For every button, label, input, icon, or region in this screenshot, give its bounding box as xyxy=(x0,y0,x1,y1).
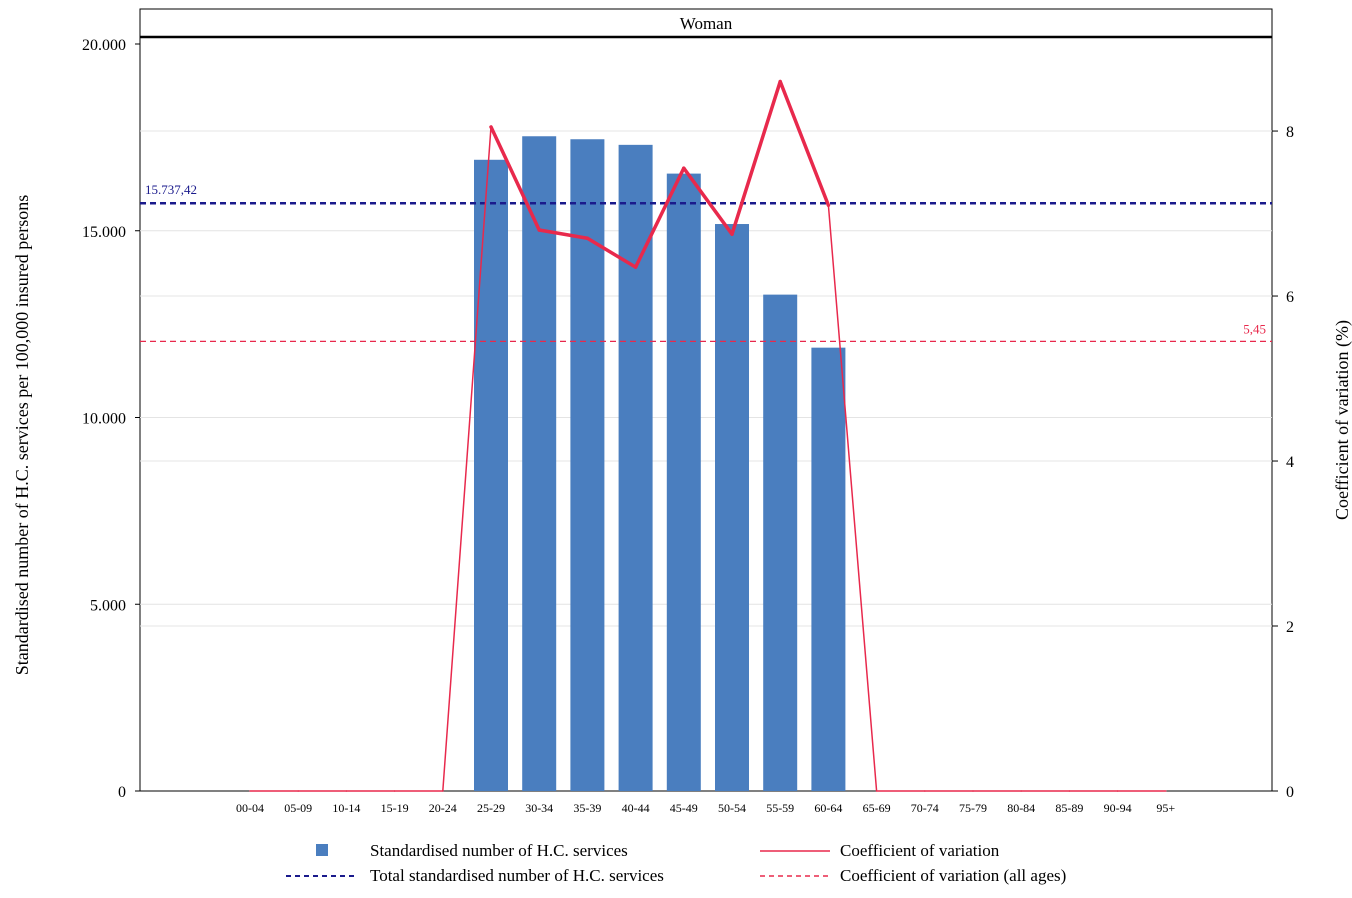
cv-line-segment-55-59 xyxy=(778,79,831,208)
panel-header-box xyxy=(139,8,1273,38)
legend-label-cv: Coefficient of variation xyxy=(840,841,1000,860)
cv-line-segment-50-54 xyxy=(730,79,782,236)
x-tick-label: 25-29 xyxy=(477,801,505,815)
y-tick-label: 15.000 xyxy=(82,224,126,241)
cv-line-segment-60-64 xyxy=(827,204,878,792)
axes: 0 5.000 10.000 15.000 20.000 0 2 4 6 8 00-04 05-09 1… xyxy=(82,37,1294,815)
bar-35-39 xyxy=(570,139,605,791)
x-tick-label: 40-44 xyxy=(622,801,650,815)
x-tick-label: 30-34 xyxy=(525,801,553,815)
x-tick-label: 00-04 xyxy=(236,801,264,815)
x-tick-label: 95+ xyxy=(1156,801,1175,815)
bar-25-29 xyxy=(474,159,508,791)
cv-line-segment-20-24 xyxy=(442,126,492,792)
cv-line-segment-35-39 xyxy=(585,236,638,269)
x-tick-label: 15-19 xyxy=(381,801,409,815)
y2-tick-label: 4 xyxy=(1286,454,1294,471)
x-tick-label: 85-89 xyxy=(1055,801,1083,815)
legend-label-total: Total standardised number of H.C. servic… xyxy=(370,866,664,885)
y2-tick-label: 0 xyxy=(1286,784,1294,801)
cv-line-segment-30-34 xyxy=(537,228,590,241)
x-tick-label: 90-94 xyxy=(1104,801,1132,815)
x-tick-label: 60-64 xyxy=(814,801,842,815)
y-axis-title: Standardised number of H.C. services per… xyxy=(12,195,32,675)
y2-tick-label: 2 xyxy=(1286,619,1294,636)
gridlines xyxy=(140,130,1272,627)
bar-30-34 xyxy=(522,136,557,791)
bar-40-44 xyxy=(618,144,653,792)
x-tick-label: 10-14 xyxy=(332,801,360,815)
reference-label-cv-all: 5,45 xyxy=(1243,321,1266,336)
bar-60-64 xyxy=(811,347,846,791)
bar-50-54 xyxy=(715,224,749,792)
x-tick-label: 05-09 xyxy=(284,801,312,815)
bar-45-49 xyxy=(666,173,701,792)
y2-tick-label: 8 xyxy=(1286,124,1294,141)
cv-line-segment-45-49 xyxy=(682,166,734,236)
x-tick-label: 65-69 xyxy=(863,801,891,815)
x-tick-label: 75-79 xyxy=(959,801,987,815)
y-tick-label: 10.000 xyxy=(82,411,126,428)
legend-label-bars: Standardised number of H.C. services xyxy=(370,841,628,860)
y-tick-label: 20.000 xyxy=(82,37,126,54)
y2-tick-label: 6 xyxy=(1286,289,1294,306)
plot-area xyxy=(139,36,1273,792)
reference-label-total: 15.737,42 xyxy=(145,182,197,197)
reference-lines: 15.737,42 5,45 xyxy=(140,182,1272,343)
legend: Standardised number of H.C. services Coe… xyxy=(286,841,1066,885)
cv-line-segment-25-29 xyxy=(489,125,541,232)
x-tick-label: 50-54 xyxy=(718,801,746,815)
bar-series xyxy=(474,136,846,792)
legend-bar-swatch xyxy=(316,844,328,856)
x-tick-label: 80-84 xyxy=(1007,801,1035,815)
cv-line-segment-40-44 xyxy=(633,166,686,269)
x-tick-label: 20-24 xyxy=(429,801,457,815)
y2-axis-title: Coefficient of variation (%) xyxy=(1332,320,1352,520)
y-tick-label: 0 xyxy=(118,784,126,801)
bar-55-59 xyxy=(763,294,798,791)
x-tick-label: 35-39 xyxy=(573,801,601,815)
x-tick-label: 70-74 xyxy=(911,801,939,815)
legend-label-cv-all: Coefficient of variation (all ages) xyxy=(840,866,1066,885)
y-tick-label: 5.000 xyxy=(90,597,126,614)
x-tick-label: 55-59 xyxy=(766,801,794,815)
x-tick-label: 45-49 xyxy=(670,801,698,815)
panel-title: Woman xyxy=(680,14,733,33)
line-series xyxy=(249,79,1167,792)
